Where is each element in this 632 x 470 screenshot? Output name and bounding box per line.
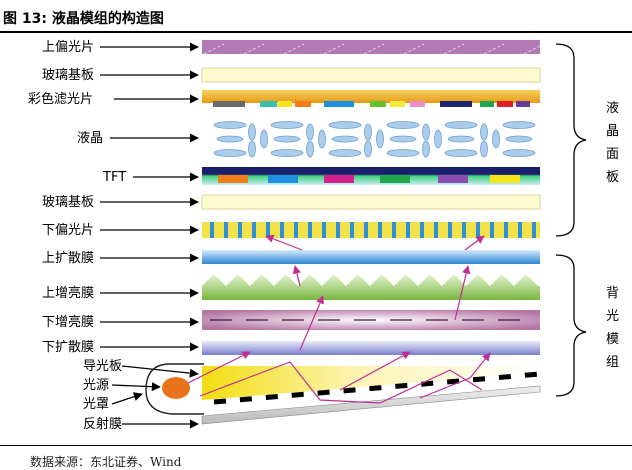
label-upper-brightness-film: 上增亮膜 [42, 285, 94, 301]
figure-source: 数据来源：东北证券、Wind [30, 455, 182, 469]
layer-tft [202, 167, 540, 185]
label-lower-diffuser: 下扩散膜 [42, 340, 94, 355]
backlight-group-char-2: 光 [606, 309, 619, 324]
label-liquid-crystal: 液晶 [77, 131, 103, 146]
figure-title: 图 13: 液晶模组的构造图 [3, 11, 164, 27]
panel-group-char-3: 面 [606, 147, 619, 162]
source-divider [0, 445, 632, 446]
label-color-filter: 彩色滤光片 [28, 91, 93, 107]
layer-color-filter [202, 90, 540, 108]
label-tft: TFT [102, 170, 126, 185]
brace-backlight [555, 254, 587, 397]
layer-lower-diffuser [202, 341, 540, 355]
label-light-source: 光源 [83, 378, 109, 393]
ray-6 [419, 352, 491, 399]
ray-11 [464, 235, 485, 251]
ray-1 [187, 351, 251, 384]
label-light-guide-plate: 导光板 [83, 359, 122, 374]
layer-light-guide-plate [202, 366, 540, 400]
label-lower-polarizer: 下偏光片 [42, 223, 94, 238]
ray-3 [289, 361, 381, 404]
panel-group-char-4: 板 [606, 170, 619, 185]
label-reflector-film: 反射膜 [83, 416, 122, 432]
ray-10 [265, 234, 303, 251]
leader-light-source [111, 382, 161, 392]
backlight-group-char-1: 背 [606, 286, 619, 301]
lcd-module-diagram: 上偏光片 玻璃基板 彩色滤光片 液晶 TFT 玻璃基板 下偏光片 上扩散膜 上增… [28, 40, 619, 432]
layer-glass-substrate-bottom [201, 194, 541, 210]
layer-glass-substrate-top [201, 67, 541, 83]
panel-group-char-1: 液 [606, 101, 619, 116]
leader-lamp-reflector [111, 392, 143, 405]
label-lamp-reflector: 光罩 [83, 397, 109, 412]
layer-liquid-crystal [213, 121, 536, 158]
ray-8 [454, 265, 471, 321]
label-glass-substrate-top: 玻璃基板 [42, 68, 94, 83]
leader-light-guide [121, 365, 199, 378]
light-rays [187, 234, 491, 404]
light-source-lamp [162, 377, 190, 399]
ray-5 [379, 369, 483, 404]
label-upper-diffuser: 上扩散膜 [42, 251, 94, 266]
brace-panel [555, 43, 587, 237]
title-bar: 图 13: 液晶模组的构造图 [0, 0, 632, 33]
guide-dot-pattern [213, 371, 541, 405]
layer-lower-polarizer [202, 222, 540, 238]
ray-7 [299, 295, 324, 351]
layer-lower-brightness-film [202, 310, 540, 330]
lamp-reflector-shape [145, 363, 204, 415]
layer-upper-brightness-film [202, 274, 540, 300]
label-glass-substrate-bottom: 玻璃基板 [42, 195, 94, 210]
ray-9 [292, 265, 301, 287]
ray-4 [339, 351, 411, 391]
layer-upper-polarizer [202, 40, 540, 54]
label-lower-brightness-film: 下增亮膜 [42, 314, 94, 330]
ray-2 [199, 361, 291, 397]
backlight-group-char-3: 模 [606, 332, 619, 347]
layer-reflector-film [201, 385, 541, 425]
panel-group-char-2: 晶 [606, 124, 619, 139]
layer-upper-diffuser [202, 250, 540, 264]
backlight-group-char-4: 组 [606, 355, 619, 370]
label-upper-polarizer: 上偏光片 [42, 40, 94, 55]
leader-arrows [100, 42, 199, 429]
